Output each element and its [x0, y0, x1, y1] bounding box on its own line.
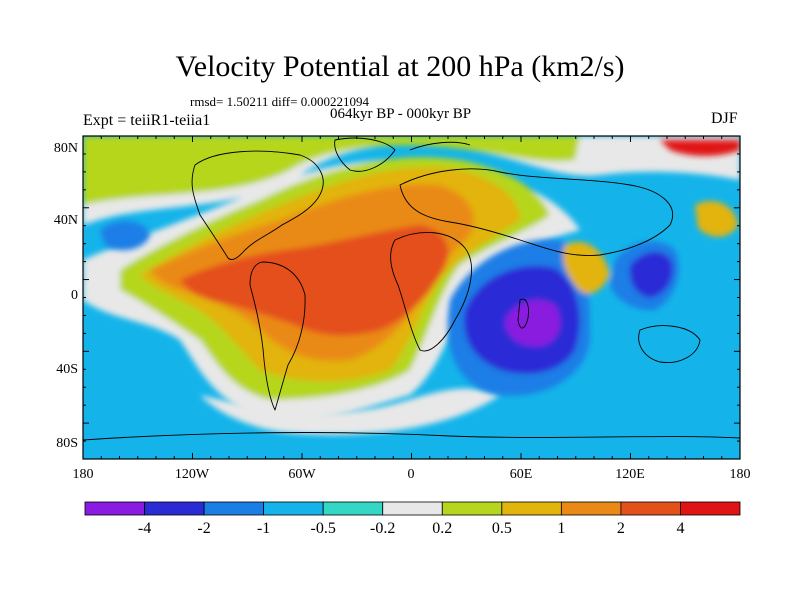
colorbar-label: -1 [256, 520, 271, 537]
colorbar-swatch [203, 501, 265, 516]
colorbar-swatch [322, 501, 384, 516]
experiment-label: Expt = teiiR1-teiia1 [83, 112, 211, 129]
coastlines [83, 137, 740, 441]
lat-label-80s: 80S [56, 436, 78, 451]
colorbar-label: 1 [557, 520, 566, 537]
lon-label-120e: 120E [615, 467, 645, 482]
colorbar [84, 501, 741, 516]
colorbar-swatch [382, 501, 443, 516]
lon-label-120w: 120W [174, 467, 210, 482]
colorbar-label: 2 [616, 520, 625, 537]
lon-label-180w: 180 [72, 467, 94, 482]
colorbar-swatch [144, 501, 205, 516]
colorbar-label: 0.2 [432, 520, 453, 537]
colorbar-swatch [263, 501, 324, 516]
season-label: DJF [711, 110, 738, 127]
period-text: 064kyr BP - 000kyr BP [330, 106, 472, 122]
colorbar-swatch [680, 501, 741, 516]
colorbar-swatch [620, 501, 681, 516]
colorbar-label: -2 [197, 520, 211, 537]
lon-label-0: 0 [407, 467, 415, 482]
colorbar-swatch [441, 501, 503, 516]
stats-text: rmsd= 1.50211 diff= 0.000221094 [190, 94, 369, 109]
lat-label-40n: 40N [53, 213, 78, 228]
lon-label-60w: 60W [288, 467, 316, 482]
lat-label-0: 0 [71, 288, 78, 303]
colorbar-swatch [560, 501, 622, 516]
colorbar-label: -0.5 [310, 520, 336, 537]
contour-field [83, 136, 740, 459]
colorbar-label: 0.5 [491, 520, 512, 537]
lat-label-40s: 40S [56, 362, 78, 377]
colorbar-label: -4 [137, 520, 152, 537]
lat-label-80n: 80N [53, 141, 78, 156]
colorbar-label: -0.2 [370, 520, 396, 537]
lon-label-60e: 60E [509, 467, 533, 482]
colorbar-swatch [501, 501, 562, 516]
lon-label-180e: 180 [729, 467, 751, 482]
colorbar-swatch [84, 501, 145, 516]
colorbar-label: 4 [676, 520, 685, 537]
chart-title: Velocity Potential at 200 hPa (km2/s) [175, 50, 625, 83]
